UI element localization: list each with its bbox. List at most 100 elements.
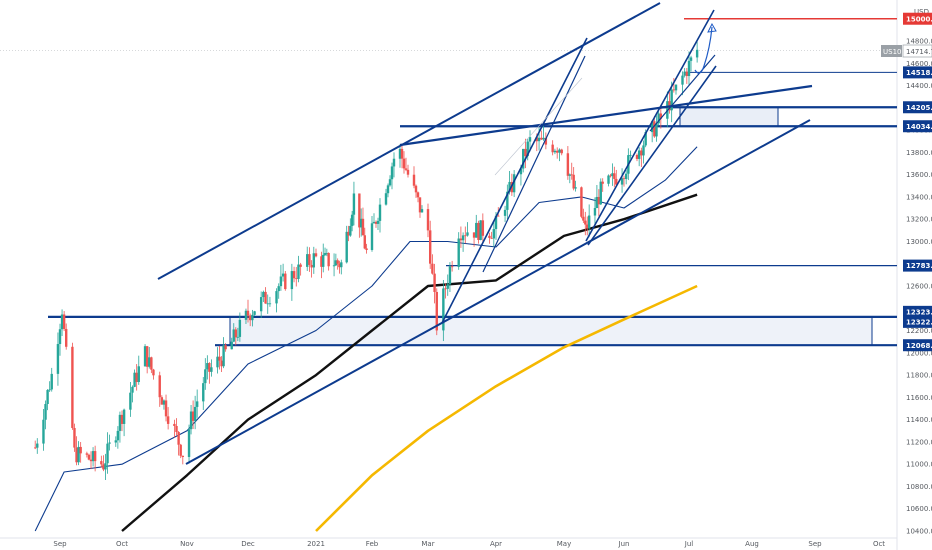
candle-body (102, 464, 105, 470)
candle-body (216, 356, 219, 368)
x-tick-label: Sep (808, 540, 822, 548)
symbol-label: US100 (883, 48, 906, 56)
candle-body (597, 196, 601, 205)
x-tick-label: Oct (873, 540, 885, 548)
candle-body (137, 366, 140, 383)
x-tick-label: 2021 (307, 540, 325, 548)
candle-body (613, 173, 616, 179)
candle-body (322, 254, 325, 267)
candle-body (135, 372, 138, 383)
y-tick-label: 11800.0 (906, 372, 932, 380)
candle-body (414, 185, 418, 193)
candle-body (143, 346, 147, 367)
candle-body (42, 419, 45, 444)
y-tick-label: 13400.0 (906, 193, 932, 201)
candle-body (400, 148, 404, 159)
candle-body (384, 193, 388, 205)
x-tick-label: Feb (366, 540, 379, 548)
candle-body (58, 329, 62, 345)
candle-body (653, 121, 656, 137)
steep-channel-mid (649, 54, 716, 132)
candle-body (574, 187, 577, 189)
candle-body (497, 215, 500, 217)
candle-body (34, 447, 37, 449)
candle-body (378, 204, 382, 221)
candle-body (277, 286, 280, 292)
candle-body (173, 423, 176, 426)
candle-body (222, 345, 225, 367)
zones-layer (48, 17, 897, 347)
candle-body (593, 208, 597, 216)
candle-body (189, 411, 193, 430)
resistance-zone (679, 106, 779, 127)
candle-body (386, 185, 390, 194)
level-label: 14205.0 (906, 104, 932, 112)
candle-body (145, 346, 149, 367)
candle-body (85, 453, 89, 455)
candle-body (133, 372, 136, 387)
candle-body (512, 174, 516, 193)
level-label-box (903, 339, 932, 352)
candle-body (461, 235, 465, 241)
y-tick-label: 13000.0 (906, 238, 932, 246)
candle-body (358, 193, 361, 228)
candle-body (535, 137, 538, 142)
candle-body (210, 367, 213, 372)
lower-channel-line (185, 119, 811, 465)
moving-average-line (315, 284, 698, 532)
plot-area (0, 0, 898, 550)
candle-body (264, 291, 267, 304)
candle-body (191, 411, 195, 421)
candle-body (314, 253, 318, 257)
candle-body (586, 224, 589, 229)
candle-body (345, 231, 348, 263)
candle-body (553, 150, 557, 153)
candle-body (522, 148, 525, 169)
candle-body (528, 137, 532, 142)
candle-body (290, 271, 294, 290)
candle-body (166, 416, 170, 424)
y-tick-label: 11000.0 (906, 461, 932, 469)
candle-body (370, 223, 374, 250)
candle-body (323, 253, 327, 255)
candle-body (75, 447, 78, 463)
projection-arrow-path (694, 26, 713, 74)
candle-body (230, 341, 233, 350)
candle-body (334, 260, 338, 266)
candle-body (376, 220, 380, 224)
candle-body (187, 429, 191, 457)
candle-body (71, 346, 74, 428)
candle-body (580, 187, 583, 217)
x-tick-label: Mar (421, 540, 434, 548)
candle-body (687, 60, 691, 77)
candle-body (595, 196, 599, 209)
candle-body (275, 291, 278, 304)
candle-body (674, 84, 678, 91)
candle-body (655, 123, 658, 137)
candle-body (349, 225, 352, 236)
candle-body (479, 220, 482, 240)
candle-body (464, 235, 467, 237)
candle-body (457, 238, 460, 267)
candle-body (488, 235, 491, 238)
steep-channel-upper (585, 9, 715, 242)
candle-body (268, 303, 272, 305)
candle-body (560, 149, 563, 154)
candle-body (62, 314, 66, 329)
candle-body (472, 232, 476, 238)
candle-body (284, 273, 287, 290)
candle-body (599, 181, 602, 205)
candle-body (251, 314, 254, 321)
candle-body (73, 427, 76, 448)
candle-body (404, 168, 408, 170)
candle-body (238, 319, 242, 337)
candle-body (236, 336, 240, 338)
candle-body (637, 150, 641, 159)
candle-body (122, 409, 126, 424)
candle-body (420, 209, 424, 213)
candle-body (392, 158, 396, 167)
candle-body (352, 193, 356, 215)
level-label: 14518.2 (906, 69, 932, 77)
level-label: 12322.8 (906, 318, 932, 326)
